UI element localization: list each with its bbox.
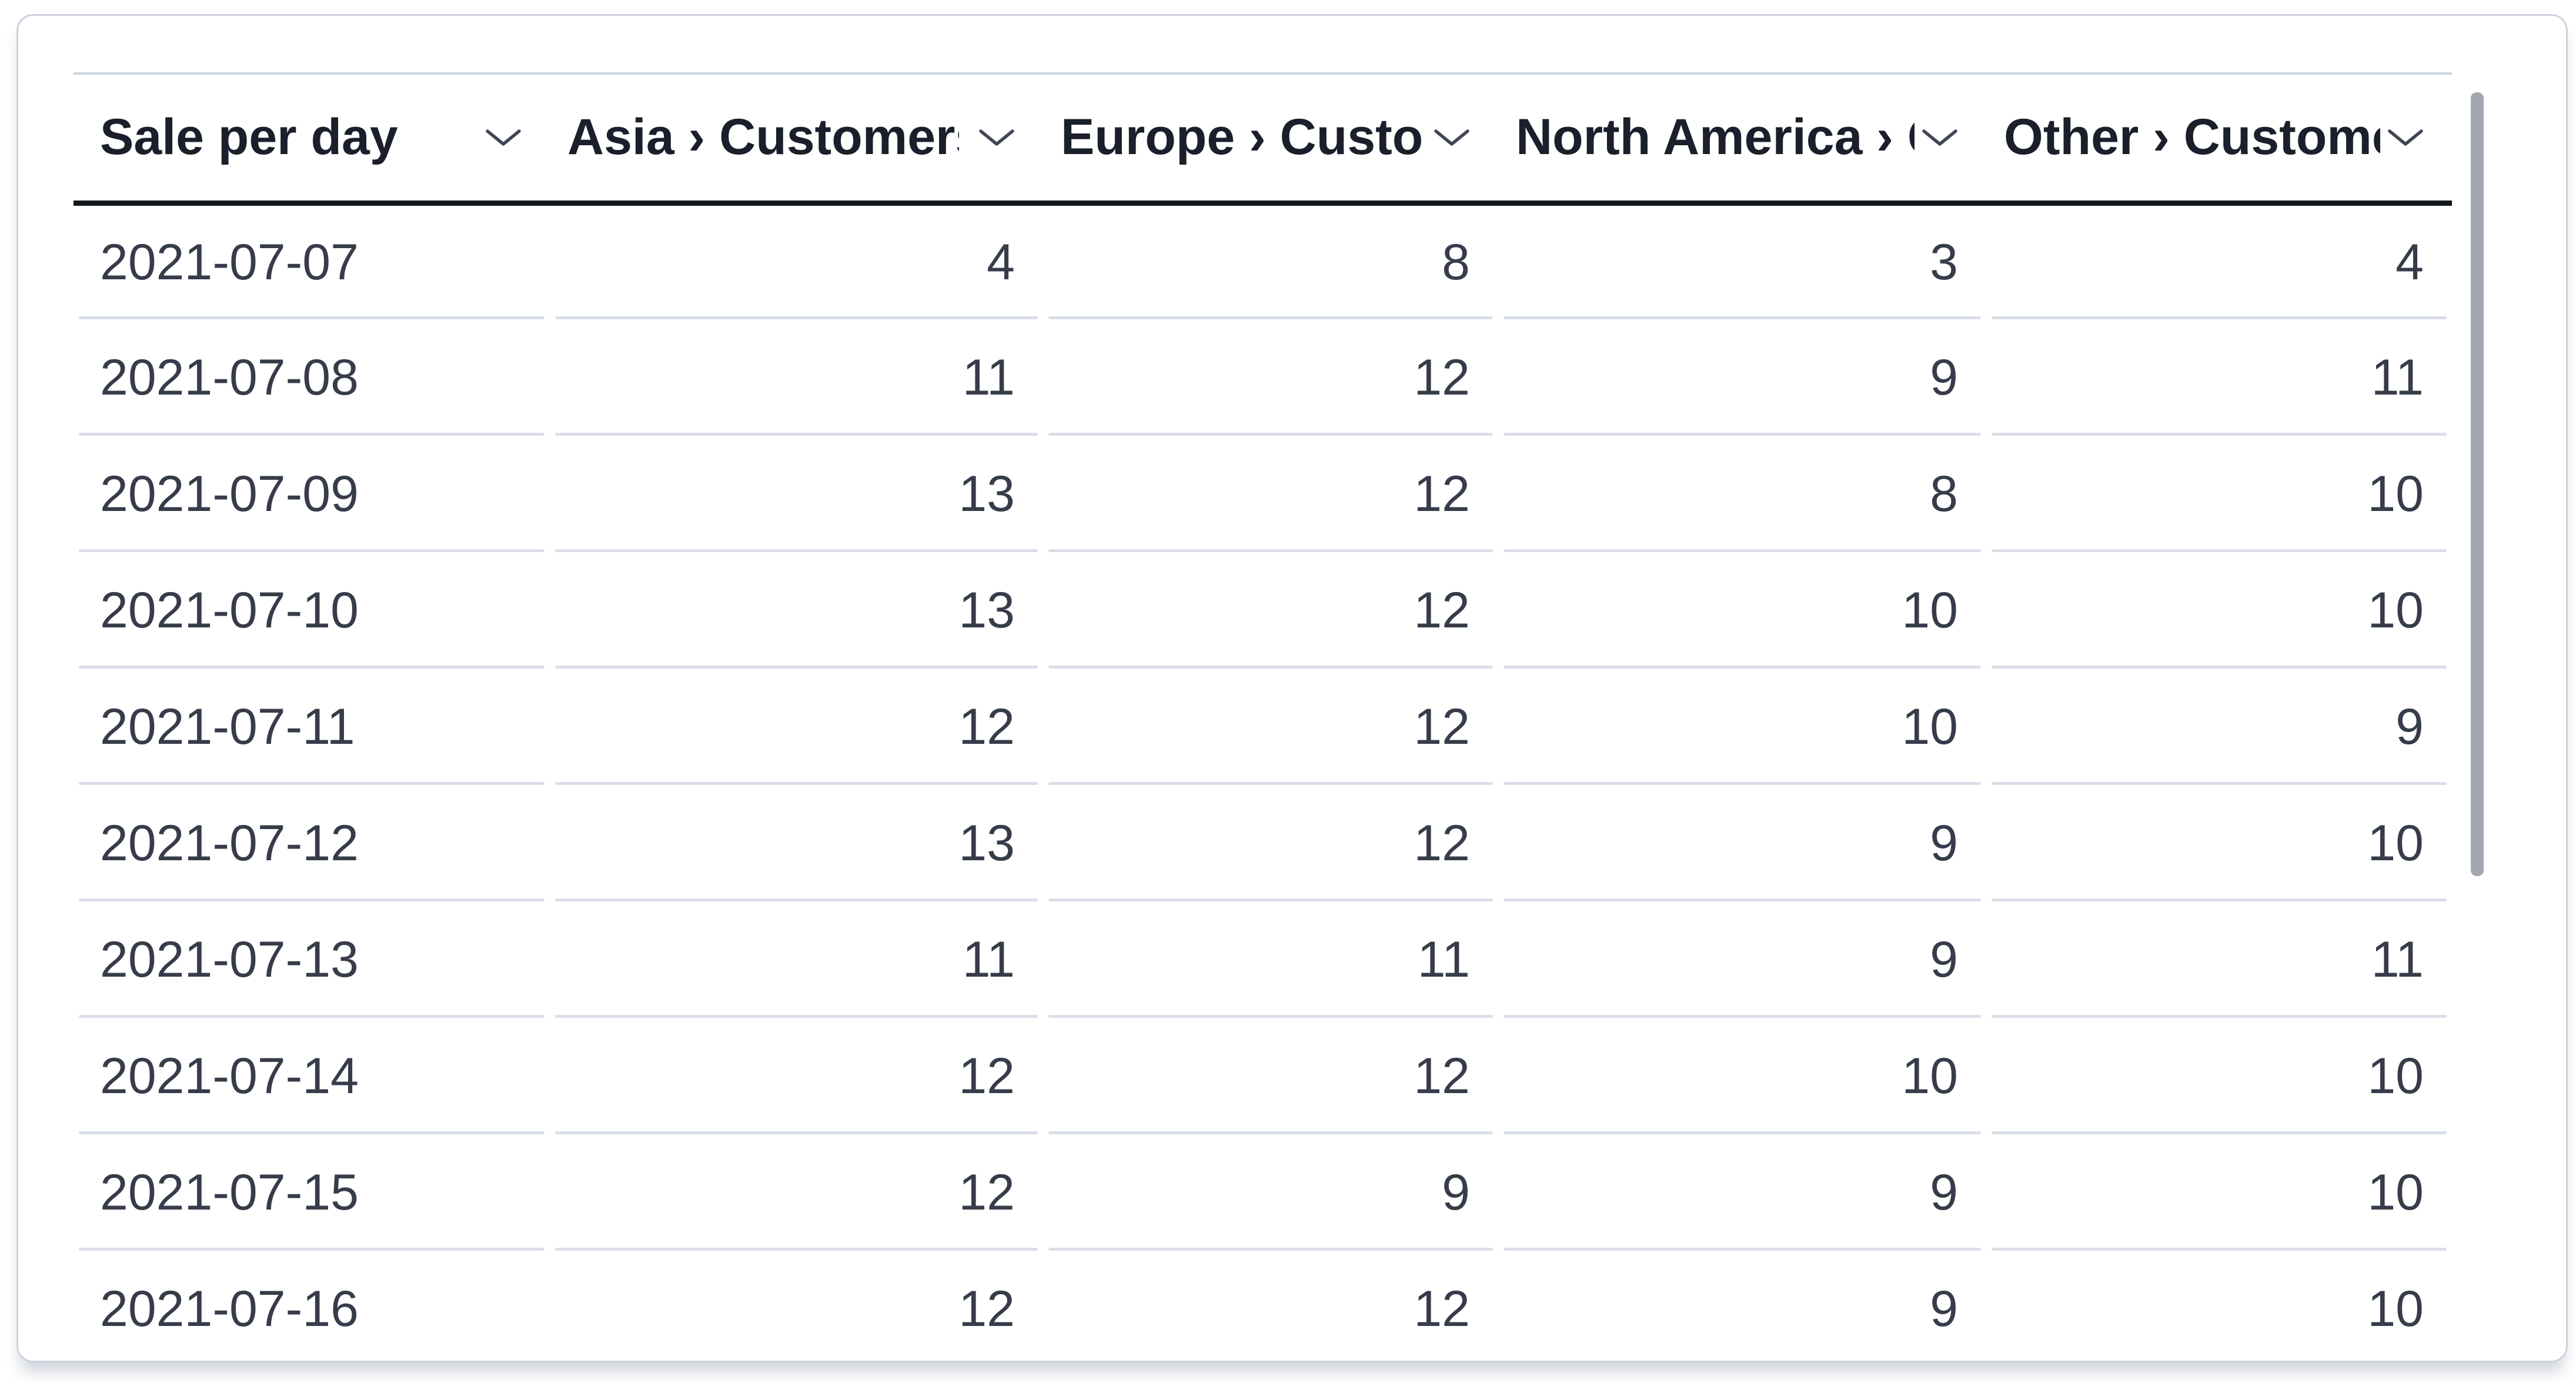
value-cell: 10 [1498,552,1986,669]
chevron-down-icon [971,128,1015,148]
column-header-label: Europe › Customers [1061,109,1424,166]
date-cell: 2021-07-07 [73,203,550,319]
date-cell: 2021-07-16 [73,1251,550,1361]
value-cell: 11 [550,901,1043,1018]
value-cell: 12 [550,669,1043,785]
table-row: 2021-07-15 12 9 9 10 [73,1134,2452,1251]
column-header-label: Other › Customers [2004,109,2380,166]
value-cell: 12 [1043,1018,1498,1134]
value-cell: 10 [1498,1018,1986,1134]
value-cell: 12 [1043,1251,1498,1361]
value-cell: 11 [1986,319,2452,436]
value-cell: 11 [1043,901,1498,1018]
value-cell: 10 [1986,552,2452,669]
column-header-label: Asia › Customers [567,109,959,166]
value-cell: 13 [550,785,1043,901]
column-header-label: North America › Customers [1516,109,1915,166]
value-cell: 4 [550,203,1043,319]
value-cell: 10 [1986,436,2452,552]
column-header-3[interactable]: North America › Customers [1498,75,1986,206]
table-row: 2021-07-07 4 8 3 4 [73,203,2452,319]
value-cell: 11 [550,319,1043,436]
table-card: Sale per day Asia › Customers Europe › Cus… [16,14,2568,1362]
table-row: 2021-07-16 12 12 9 10 [73,1251,2452,1361]
date-cell: 2021-07-08 [73,319,550,436]
date-cell: 2021-07-11 [73,669,550,785]
date-cell: 2021-07-14 [73,1018,550,1134]
value-cell: 12 [1043,785,1498,901]
value-cell: 10 [1986,1134,2452,1251]
chevron-down-icon [478,128,522,148]
value-cell: 12 [550,1134,1043,1251]
value-cell: 12 [1043,552,1498,669]
value-cell: 9 [1498,319,1986,436]
column-header-0[interactable]: Sale per day [73,75,550,206]
table-row: 2021-07-13 11 11 9 11 [73,901,2452,1018]
value-cell: 8 [1043,203,1498,319]
value-cell: 9 [1498,785,1986,901]
value-cell: 9 [1986,669,2452,785]
date-cell: 2021-07-15 [73,1134,550,1251]
value-cell: 3 [1498,203,1986,319]
value-cell: 9 [1498,901,1986,1018]
vertical-scrollbar-thumb[interactable] [2471,92,2484,876]
value-cell: 12 [1043,436,1498,552]
date-cell: 2021-07-13 [73,901,550,1018]
value-cell: 10 [1986,785,2452,901]
date-cell: 2021-07-09 [73,436,550,552]
value-cell: 12 [1043,319,1498,436]
table-row: 2021-07-10 13 12 10 10 [73,552,2452,669]
value-cell: 4 [1986,203,2452,319]
value-cell: 8 [1498,436,1986,552]
column-header-label: Sale per day [100,109,398,166]
table-row: 2021-07-09 13 12 8 10 [73,436,2452,552]
value-cell: 9 [1498,1251,1986,1361]
value-cell: 12 [1043,669,1498,785]
value-cell: 13 [550,436,1043,552]
date-cell: 2021-07-10 [73,552,550,669]
value-cell: 9 [1498,1134,1986,1251]
column-header-4[interactable]: Other › Customers [1986,75,2452,206]
value-cell: 11 [1986,901,2452,1018]
date-cell: 2021-07-12 [73,785,550,901]
value-cell: 10 [1986,1251,2452,1361]
table-row: 2021-07-12 13 12 9 10 [73,785,2452,901]
chevron-down-icon [1426,128,1470,148]
value-cell: 13 [550,552,1043,669]
value-cell: 12 [550,1251,1043,1361]
chevron-down-icon [1915,128,1958,148]
table-row: 2021-07-14 12 12 10 10 [73,1018,2452,1134]
table-row: 2021-07-11 12 12 10 9 [73,669,2452,785]
value-cell: 10 [1498,669,1986,785]
column-header-2[interactable]: Europe › Customers [1043,75,1498,206]
table-header-row: Sale per day Asia › Customers Europe › Cus… [73,75,2452,206]
value-cell: 10 [1986,1018,2452,1134]
value-cell: 9 [1043,1134,1498,1251]
chevron-down-icon [2380,128,2424,148]
sale-per-day-table: Sale per day Asia › Customers Europe › Cus… [73,75,2452,1361]
column-header-1[interactable]: Asia › Customers [550,75,1043,206]
value-cell: 12 [550,1018,1043,1134]
data-grid: Sale per day Asia › Customers Europe › Cus… [73,72,2452,1361]
table-row: 2021-07-08 11 12 9 11 [73,319,2452,436]
